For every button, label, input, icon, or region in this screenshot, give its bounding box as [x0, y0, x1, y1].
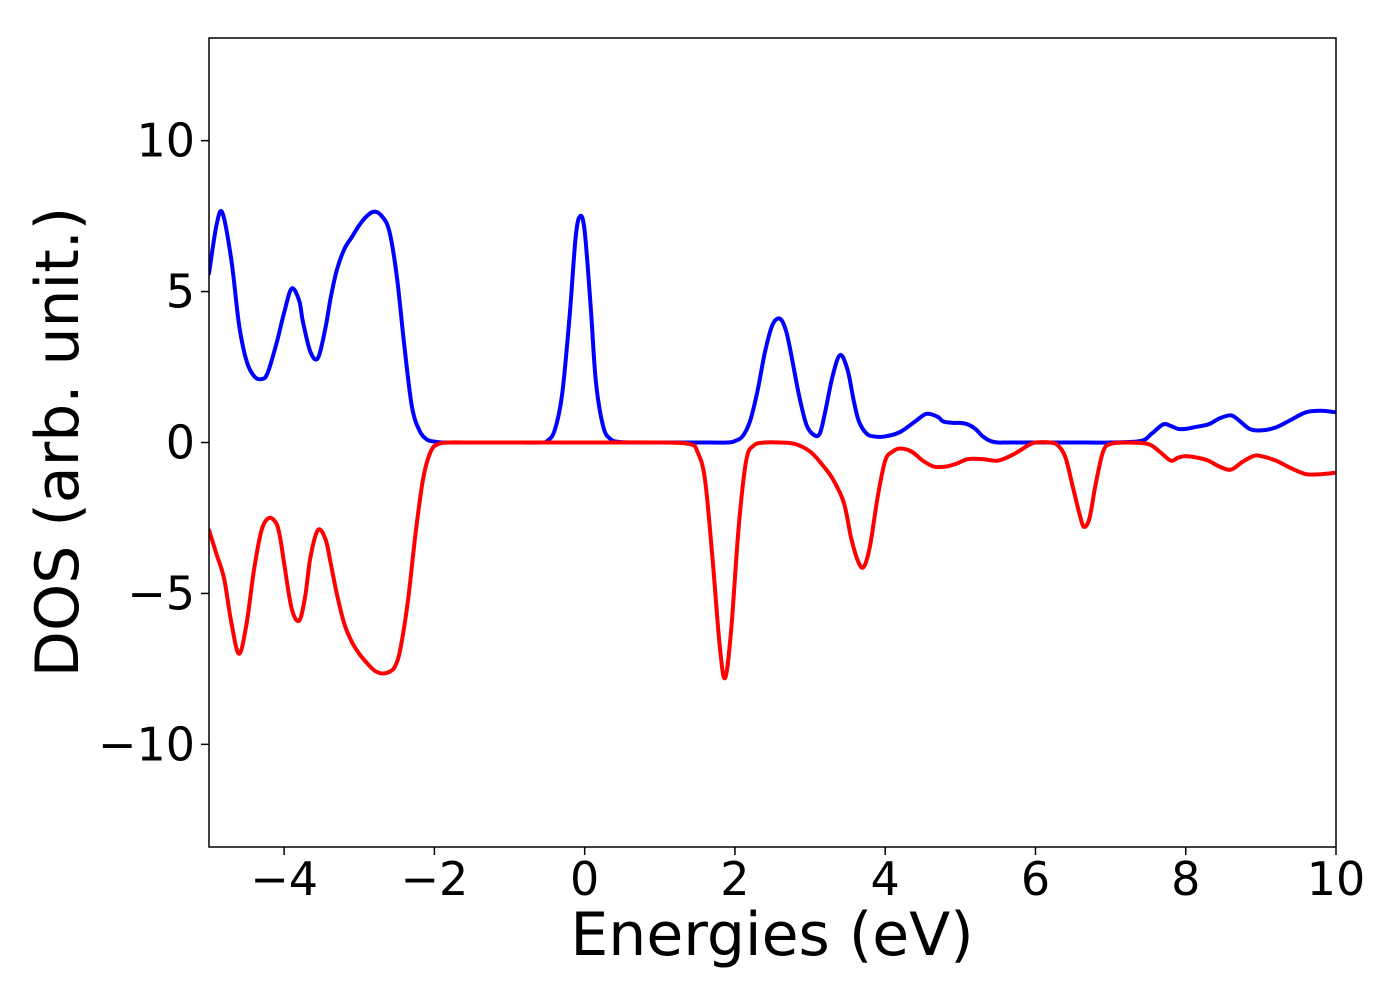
x-tick-label: 0 — [570, 852, 599, 906]
series-layer — [209, 209, 1336, 681]
x-tick-label: 2 — [720, 852, 749, 906]
y-tick-label: −10 — [98, 717, 195, 771]
y-tick-label: 0 — [166, 416, 195, 470]
x-tick-label: 6 — [1021, 852, 1050, 906]
y-tick-label: 10 — [136, 114, 195, 168]
x-tick-label: −4 — [250, 852, 318, 906]
x-tick-label: 4 — [871, 852, 900, 906]
y-tick-label: −5 — [127, 566, 195, 620]
x-tick-label: −2 — [400, 852, 468, 906]
x-tick-label: 10 — [1307, 852, 1366, 906]
series-line-blue — [209, 209, 1336, 445]
y-axis: −10 −5 0 5 10 — [98, 114, 209, 771]
y-axis-label: DOS (arb. unit.) — [23, 207, 93, 677]
x-axis: −4 −2 0 2 4 6 8 10 — [250, 847, 1365, 906]
series-line-red — [209, 440, 1336, 681]
y-tick-label: 5 — [166, 265, 195, 319]
x-tick-label: 8 — [1171, 852, 1200, 906]
x-axis-label: Energies (eV) — [570, 900, 973, 970]
